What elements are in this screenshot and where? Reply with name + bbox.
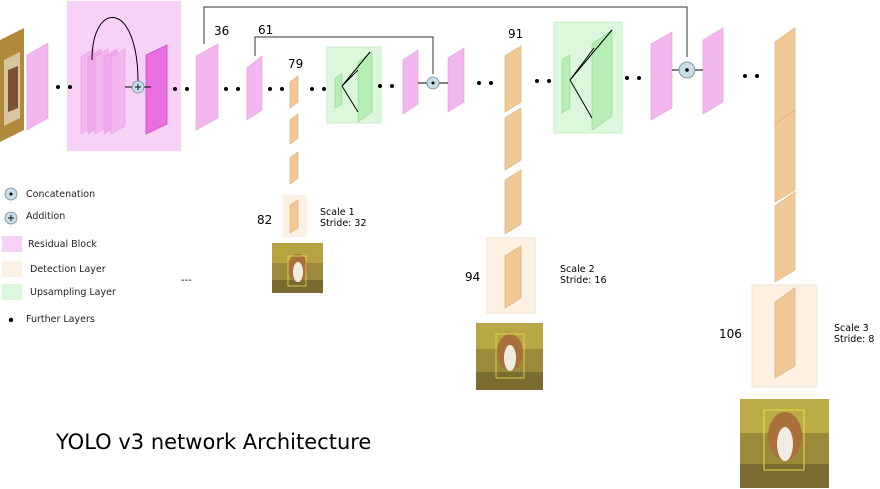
output-image-scale-3 (740, 399, 829, 488)
concatenation-icon (672, 61, 703, 79)
skip-connection-36 (203, 6, 688, 57)
legend-detection-label: Detection Layer (30, 264, 106, 275)
diagram-title: YOLO v3 network Architecture (55, 430, 371, 454)
legend: Concatenation Addition Residual Block De… (2, 187, 116, 325)
output-image-scale-1 (272, 243, 323, 293)
layer-number-106: 106 (719, 327, 742, 341)
layer-number-82: 82 (257, 213, 272, 227)
scale-3-stride: Stride: 8 (834, 334, 874, 345)
legend-residual-label: Residual Block (28, 239, 97, 250)
layer-number-79: 79 (288, 57, 303, 71)
concatenation-icon (418, 76, 448, 90)
legend-detection-swatch (2, 261, 22, 277)
legend-upsampling-label: Upsampling Layer (30, 287, 116, 298)
further-layers-dots (56, 74, 759, 91)
detection-column-1 (289, 75, 299, 234)
ellipsis-mark: --- (181, 275, 192, 286)
skip-connection-61 (254, 36, 434, 74)
layer-number-61: 61 (258, 23, 273, 37)
legend-upsampling-swatch (2, 284, 22, 300)
legend-addition-label: Addition (26, 211, 65, 222)
backbone-layers (26, 27, 724, 135)
scale-1-label: Scale 1 (320, 207, 355, 218)
output-image-scale-2 (476, 323, 543, 390)
scale-2-label: Scale 2 (560, 264, 595, 275)
legend-further-layers-label: Further Layers (26, 314, 95, 325)
scale-3-label: Scale 3 (834, 323, 869, 334)
detection-column-2 (504, 45, 522, 309)
addition-icon (131, 80, 145, 94)
legend-concatenation-label: Concatenation (26, 189, 95, 200)
legend-residual-swatch (2, 236, 22, 252)
concatenation-icon (4, 187, 18, 201)
upsampling-layer-2 (561, 29, 613, 131)
dot-icon (8, 317, 14, 323)
residual-skip-arc (91, 17, 139, 83)
scale-1-stride: Stride: 32 (320, 218, 366, 229)
input-image (0, 28, 24, 142)
addition-icon (4, 211, 18, 225)
detection-column-3 (774, 27, 796, 379)
layer-number-91: 91 (508, 27, 523, 41)
scale-2-stride: Stride: 16 (560, 275, 606, 286)
layer-number-36: 36 (214, 24, 229, 38)
layer-number-94: 94 (465, 270, 480, 284)
upsampling-layer-1 (334, 51, 373, 123)
